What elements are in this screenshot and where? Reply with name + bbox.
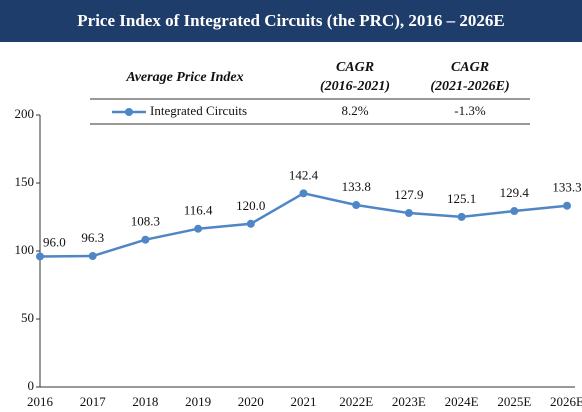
point — [299, 189, 308, 198]
legend-marker — [125, 108, 133, 116]
series-line — [39, 192, 568, 258]
x-tick-label: 2019 — [185, 394, 211, 409]
table-column: (2016-2021) — [320, 79, 390, 94]
x-tick-label: 2026E — [550, 394, 582, 409]
value-label: 96.0 — [43, 234, 66, 249]
value-label: 125.1 — [447, 191, 476, 206]
y-tick-label: 50 — [21, 310, 34, 325]
point — [194, 224, 203, 233]
x-tick-label: 2017 — [80, 394, 107, 409]
y-tick-label: 100 — [15, 242, 35, 257]
value-label: 142.4 — [289, 167, 319, 182]
value-label: 133.3 — [552, 180, 581, 195]
chart-title: Price Index of Integrated Circuits (the … — [77, 11, 504, 30]
point — [457, 212, 466, 221]
point — [510, 207, 519, 216]
point — [88, 252, 97, 261]
x-tick-label: 2020 — [238, 394, 264, 409]
value-label: 129.4 — [500, 185, 530, 200]
y-tick-label: 0 — [28, 378, 35, 393]
value-label: 133.8 — [342, 179, 371, 194]
point — [141, 235, 150, 244]
value-label: 108.3 — [131, 214, 160, 229]
point — [563, 201, 571, 210]
x-tick-label: 2021 — [291, 394, 317, 409]
x-tick-label: 2016 — [27, 394, 54, 409]
title-banner — [0, 0, 582, 42]
table-cell: 8.2% — [341, 103, 368, 118]
table-column: (2021-2026E) — [430, 79, 509, 94]
x-tick-label: 2022E — [339, 394, 373, 409]
point — [352, 201, 361, 210]
y-tick-label: 200 — [15, 106, 35, 121]
point — [36, 252, 44, 261]
value-label: 127.9 — [394, 187, 423, 202]
x-tick-label: 2025E — [497, 394, 531, 409]
x-tick-label: 2023E — [392, 394, 426, 409]
y-tick-label: 150 — [15, 174, 35, 189]
table-column: CAGR — [336, 60, 374, 75]
table-cell: -1.3% — [454, 103, 486, 118]
value-label: 96.3 — [81, 230, 104, 245]
table-header: Average Price Index — [125, 70, 243, 85]
point — [246, 219, 255, 228]
table-column: CAGR — [451, 60, 489, 75]
value-label: 116.4 — [184, 203, 213, 218]
x-tick-label: 2018 — [132, 394, 158, 409]
point — [404, 209, 413, 218]
value-label: 120.0 — [236, 198, 265, 213]
x-tick-label: 2024E — [445, 394, 479, 409]
legend-label: Integrated Circuits — [150, 103, 247, 118]
